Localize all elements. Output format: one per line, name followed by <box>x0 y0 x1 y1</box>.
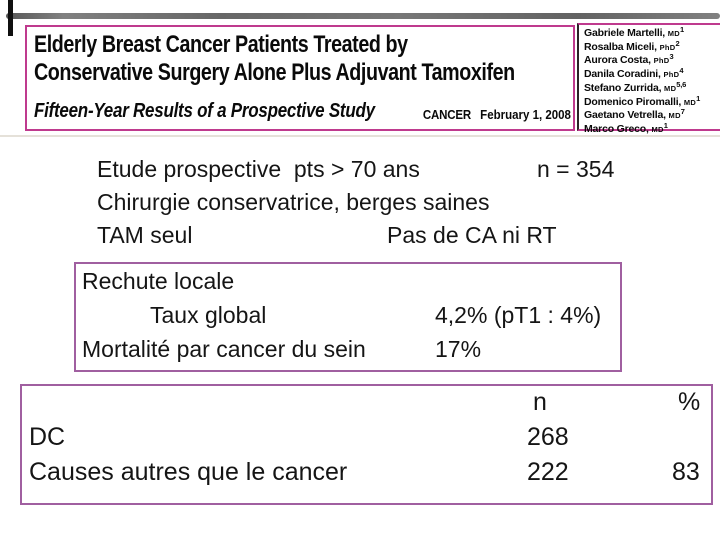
author-line: Danila Coradini, PhD4 <box>584 66 684 81</box>
row-other-causes-pct: 83 <box>672 458 700 486</box>
deaths-table-box: n % DC 268 Causes autres que le cancer 2… <box>20 384 713 505</box>
study-summary-text: Etude prospective pts > 70 ans n = 354 C… <box>97 156 657 255</box>
table-row: DC 268 <box>22 423 711 458</box>
journal-name: CANCER <box>422 108 472 122</box>
row-dc-label: DC <box>29 423 66 451</box>
author-line: Gabriele Martelli, MD1 <box>584 25 684 39</box>
no-chemo-rt-text: Pas de CA ni RT <box>387 222 557 248</box>
author-line: Aurora Costa, PhD3 <box>584 52 674 67</box>
surgery-text: Chirurgie conservatrice, berges saines <box>97 189 490 215</box>
author-line: Marco Greco, MD1 <box>584 120 668 135</box>
recurrence-title: Rechute locale <box>82 268 235 294</box>
article-title-line-2: Conservative Surgery Alone Plus Adjuvant… <box>34 59 515 86</box>
table-header-row: n % <box>22 388 711 423</box>
author-line: Rosalba Miceli, PhD2 <box>584 38 680 53</box>
author-line: Stefano Zurrida, MD5,6 <box>584 79 687 94</box>
treatment-text: TAM seul <box>97 222 193 248</box>
summary-line-1: Etude prospective pts > 70 ans n = 354 <box>97 156 657 189</box>
article-subtitle: Fifteen-Year Results of a Prospective St… <box>34 100 375 122</box>
recurrence-title-row: Rechute locale <box>76 268 620 302</box>
recurrence-rate-row: Taux global 4,2% (pT1 : 4%) <box>76 302 620 336</box>
scan-streak-artifact <box>6 13 720 19</box>
author-line: Gaetano Vetrella, MD7 <box>584 107 685 122</box>
col-header-n: n <box>533 388 547 416</box>
row-dc-n: 268 <box>527 423 569 451</box>
journal-citation: CANCER February 1, 2008 <box>423 108 571 122</box>
breast-cancer-mortality-label: Mortalité par cancer du sein <box>82 336 366 362</box>
article-title-line-1: Elderly Breast Cancer Patients Treated b… <box>34 31 408 58</box>
study-design-text: Etude prospective pts > 70 ans <box>97 156 420 182</box>
author-line: Domenico Piromalli, MD1 <box>584 93 701 108</box>
recurrence-results-box: Rechute locale Taux global 4,2% (pT1 : 4… <box>74 262 622 372</box>
scan-edge-tick <box>8 0 13 36</box>
mortality-rate-row: Mortalité par cancer du sein 17% <box>76 336 620 370</box>
overall-rate-value: 4,2% (pT1 : 4%) <box>435 302 602 328</box>
col-header-pct: % <box>678 388 701 416</box>
sample-size-text: n = 354 <box>537 156 615 182</box>
table-row: Causes autres que le cancer 222 83 <box>22 458 711 493</box>
summary-line-3: TAM seul Pas de CA ni RT <box>97 222 657 255</box>
scan-shadow-line <box>0 135 720 137</box>
row-other-causes-label: Causes autres que le cancer <box>29 458 348 486</box>
breast-cancer-mortality-value: 17% <box>435 336 482 362</box>
row-other-causes-n: 222 <box>527 458 569 486</box>
article-title-box: Elderly Breast Cancer Patients Treated b… <box>25 25 575 131</box>
journal-date: February 1, 2008 <box>480 108 571 122</box>
summary-line-2: Chirurgie conservatrice, berges saines <box>97 189 657 222</box>
author-list-box: Gabriele Martelli, MD1 Rosalba Miceli, P… <box>577 23 720 135</box>
overall-rate-label: Taux global <box>150 302 267 328</box>
